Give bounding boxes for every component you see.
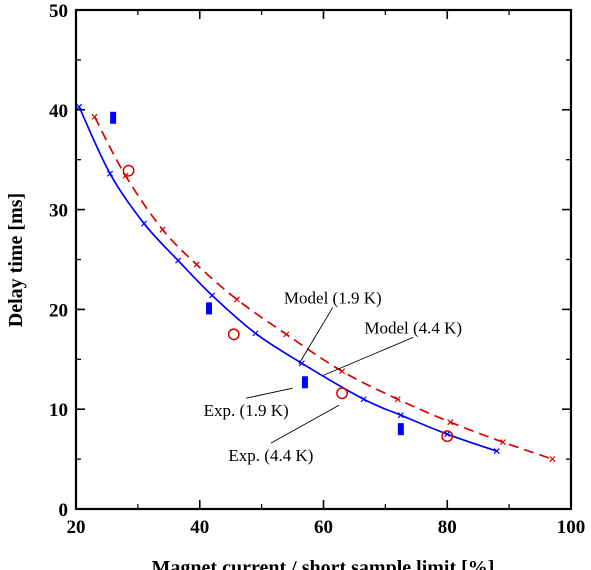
y-tick-label: 40 [49, 101, 68, 122]
data-point [360, 396, 367, 403]
data-point [441, 430, 454, 443]
annotation-exp-1-9-k: Exp. (1.9 K) [204, 387, 293, 420]
series-exp-4-4-k [122, 164, 454, 443]
data-point [397, 423, 404, 436]
data-point [339, 368, 346, 375]
annotation-pointer [323, 336, 414, 376]
data-point [159, 226, 166, 233]
data-point [91, 113, 98, 120]
x-tick-label: 40 [190, 517, 209, 538]
data-point [493, 448, 500, 455]
annotation-pointer [270, 404, 340, 444]
annotation-label: Model (4.4 K) [364, 318, 462, 337]
series-exp-1-9-k [110, 111, 404, 436]
data-point [227, 328, 240, 341]
axis-ticks [75, 9, 572, 510]
data-point [444, 431, 451, 438]
data-point [175, 257, 182, 264]
data-point [193, 261, 200, 268]
plot-series [76, 103, 556, 463]
data-point [110, 111, 117, 124]
y-tick-label: 50 [49, 1, 68, 22]
data-point [122, 164, 135, 177]
annotation-exp-4-4-k: Exp. (4.4 K) [228, 404, 340, 465]
y-tick-label: 10 [49, 400, 68, 421]
x-tick-label: 80 [438, 517, 457, 538]
axis-tick-labels: 20 40 60 80 100 0 10 20 30 40 50 [49, 1, 585, 538]
data-point [209, 292, 216, 299]
annotations: Model (1.9 K) Model (4.4 K) Exp. (1.9 K) Ex… [204, 288, 462, 465]
y-axis-title: Delay time [ms] [5, 193, 27, 327]
data-point [252, 330, 259, 337]
data-point [107, 170, 114, 177]
data-point [499, 439, 506, 446]
x-axis-title: Magnet current / short sample limit [%] [152, 557, 495, 570]
y-tick-label: 20 [49, 300, 68, 321]
series-model-4-4-k [91, 113, 556, 463]
data-point [233, 296, 240, 303]
y-tick-label: 30 [49, 201, 68, 222]
data-point [141, 220, 148, 227]
data-point [549, 456, 556, 463]
data-point [301, 376, 308, 389]
annotation-label: Model (1.9 K) [284, 288, 382, 307]
annotation-model-4-4-k: Model (4.4 K) [323, 318, 462, 376]
series-model-1-9-k [76, 103, 500, 455]
data-point [447, 419, 454, 426]
data-point [206, 302, 213, 315]
data-point [76, 103, 83, 110]
data-point [394, 396, 401, 403]
plot-frame [74, 8, 573, 511]
annotation-model-1-9-k: Model (1.9 K) [284, 288, 382, 365]
data-point [397, 412, 404, 419]
x-tick-label: 20 [67, 517, 86, 538]
data-point [283, 331, 290, 338]
x-tick-label: 100 [557, 517, 586, 538]
annotation-label: Exp. (1.9 K) [204, 401, 289, 420]
annotation-label: Exp. (4.4 K) [228, 446, 313, 465]
y-tick-label: 0 [59, 500, 69, 521]
x-tick-label: 60 [314, 517, 333, 538]
annotation-pointer [246, 387, 293, 399]
series-line [78, 106, 498, 452]
annotation-pointer [298, 307, 334, 365]
data-point [336, 387, 349, 400]
